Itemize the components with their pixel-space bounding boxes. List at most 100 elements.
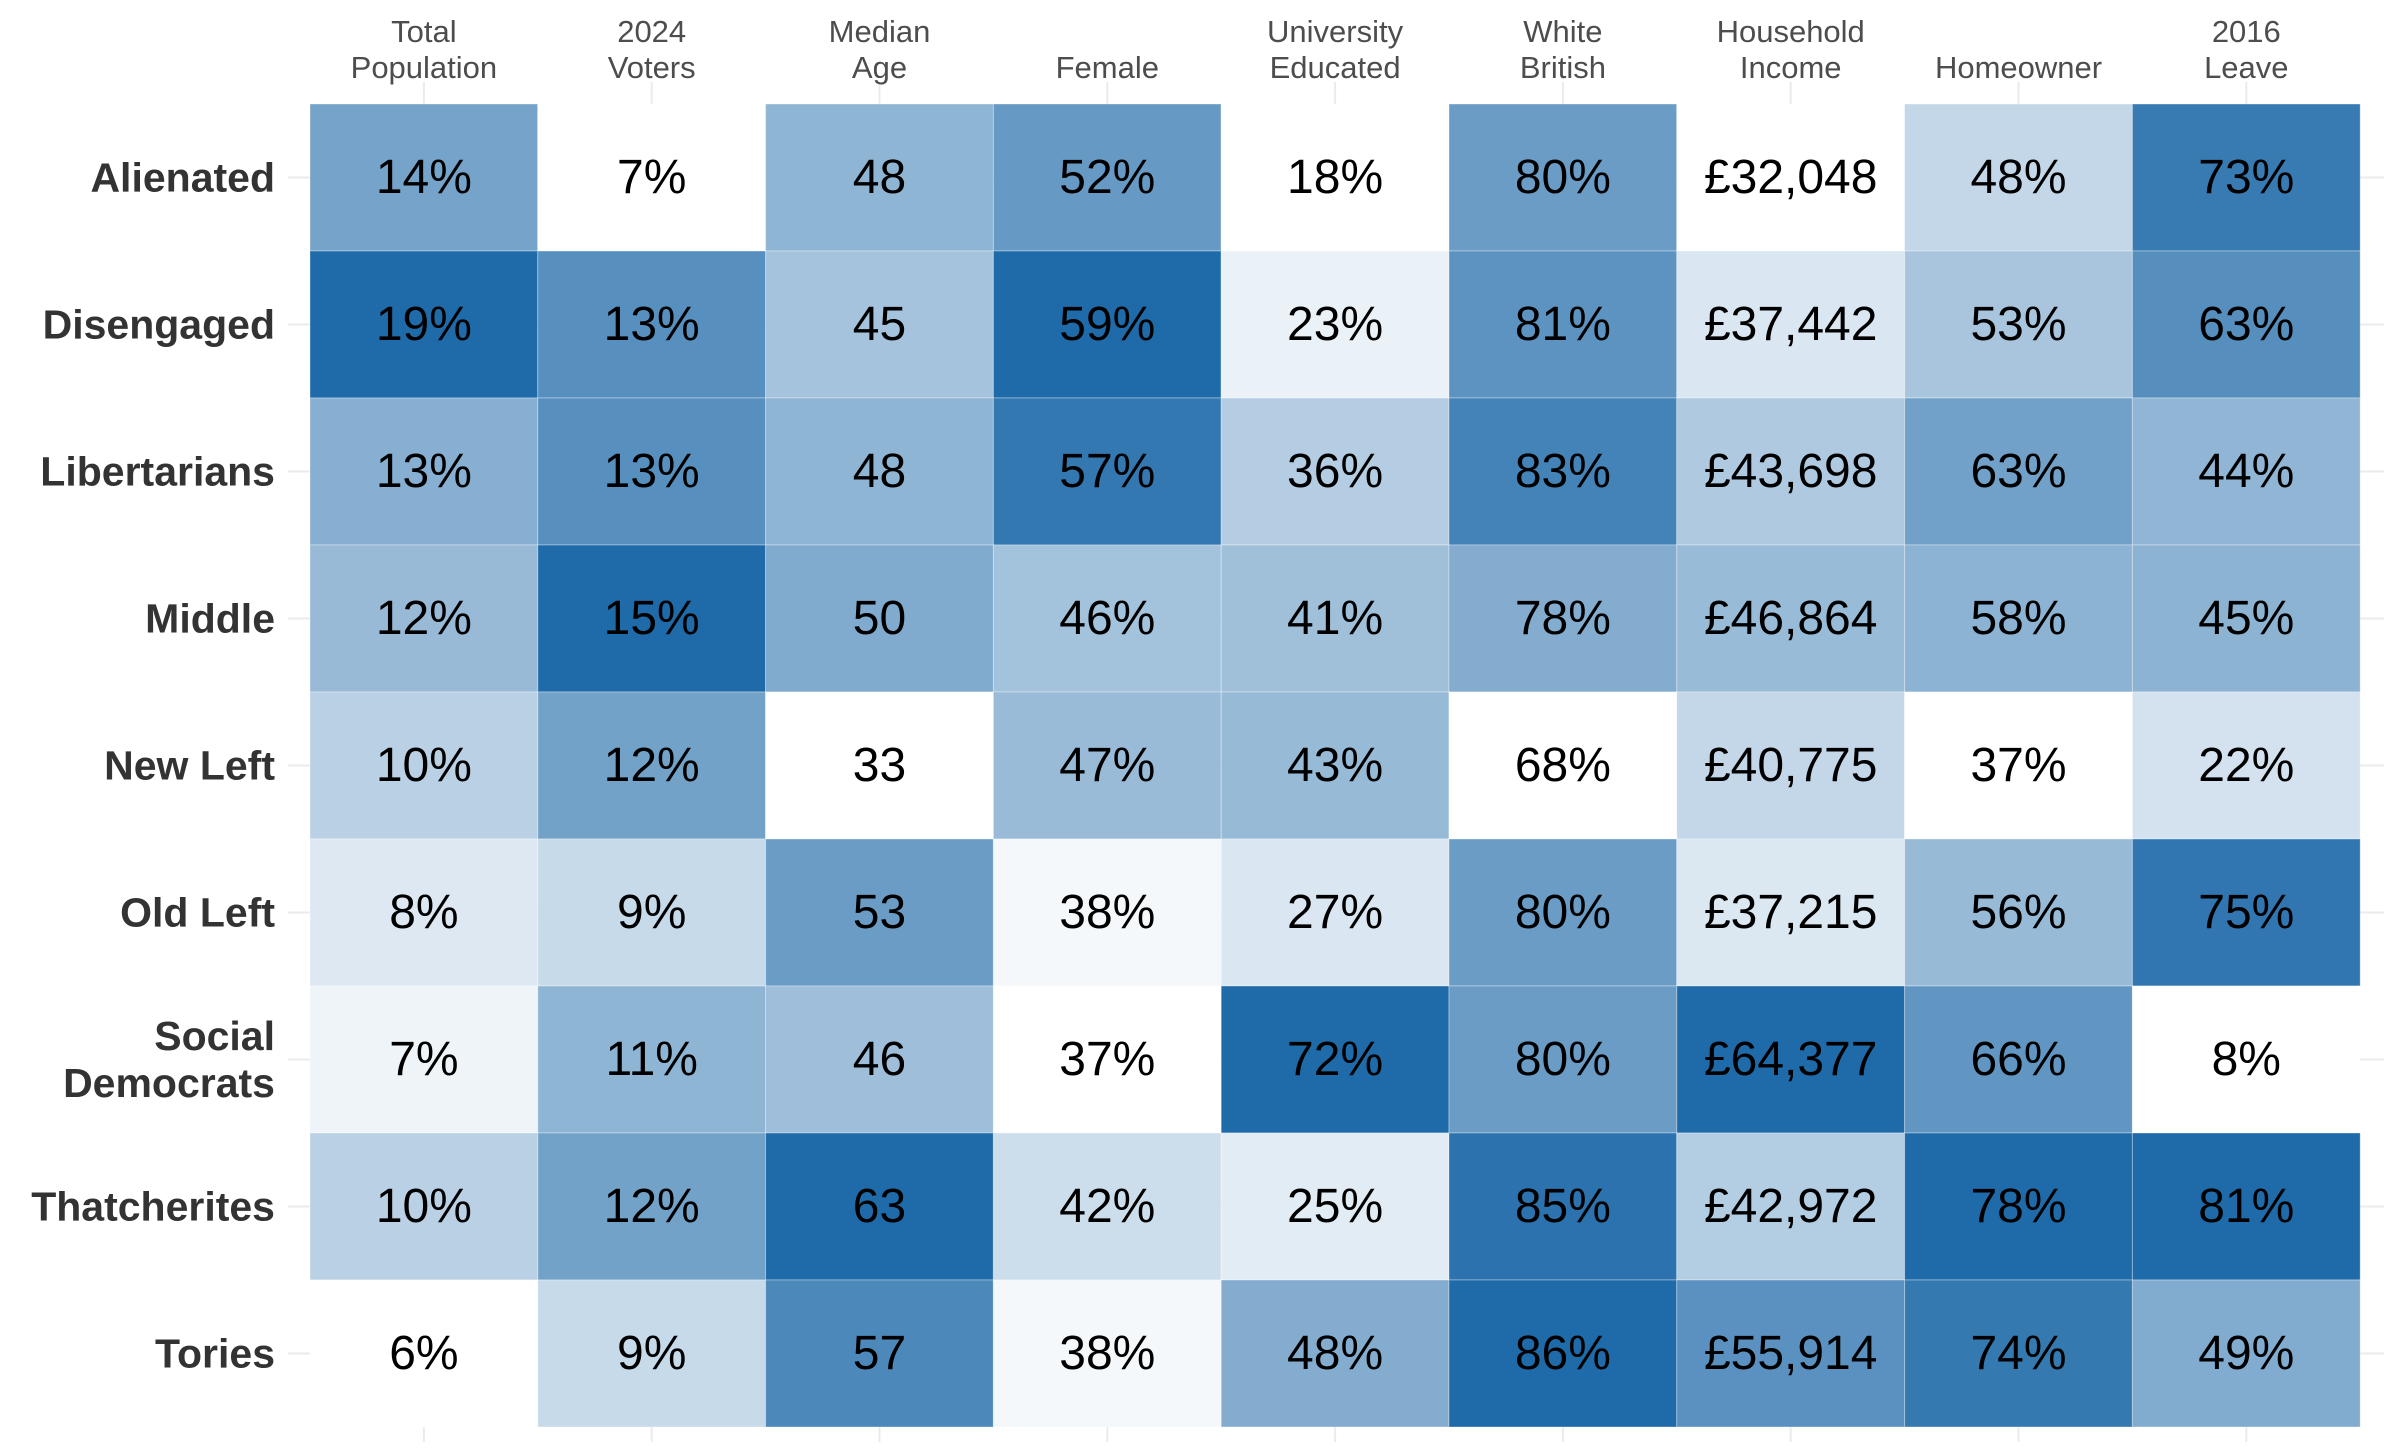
cell-value-label: £40,775 (1704, 739, 1878, 792)
cell-value-label: 19% (376, 298, 472, 351)
cell-value-label: 83% (1515, 445, 1611, 498)
cell-value-label: 10% (376, 739, 472, 792)
row-label: Thatcherites (31, 1184, 275, 1230)
heatmap-cell (1904, 250, 2133, 399)
heatmap-cell (1904, 691, 2133, 840)
cell-value-label: £55,914 (1704, 1327, 1878, 1380)
column-label-line: Leave (2204, 50, 2288, 85)
cell-value-label: 86% (1515, 1327, 1611, 1380)
heatmap-cell (1676, 691, 1906, 840)
heatmap-cell (537, 691, 767, 840)
cell-value-label: 10% (376, 1180, 472, 1233)
heatmap-cell (765, 1132, 994, 1281)
column-labels: Total Population 2024 Voters Median Age Female… (351, 14, 2289, 85)
heatmap-cell (1220, 397, 1450, 546)
cell-value-label: 56% (1970, 886, 2066, 939)
cell-value-label: 58% (1970, 592, 2066, 645)
heatmap-cell (765, 1279, 994, 1428)
cell-value-label: £43,698 (1704, 445, 1878, 498)
heatmap-cell (537, 397, 767, 546)
heatmap-cell (1448, 544, 1678, 693)
heatmap-cell (1448, 691, 1678, 840)
heatmap-cell (2131, 1279, 2361, 1428)
cell-value-label: 81% (2198, 1180, 2294, 1233)
heatmap-cell (1448, 397, 1678, 546)
heatmap-cell (537, 1279, 767, 1428)
row-label-line: New Left (104, 743, 275, 789)
cell-value-label: 36% (1287, 445, 1383, 498)
cell-value-label: 27% (1287, 886, 1383, 939)
row-label: Middle (145, 596, 275, 642)
heatmap-cell (1904, 838, 2133, 987)
cell-value-label: 52% (1059, 151, 1155, 204)
heatmap-cell (765, 103, 994, 252)
heatmap-cell (765, 691, 994, 840)
row-label-line: Thatcherites (31, 1184, 275, 1230)
heatmap-cell (992, 1279, 1222, 1428)
column-label-line: Voters (608, 50, 696, 85)
column-label: White British (1520, 14, 1606, 85)
heatmap-cell (992, 544, 1222, 693)
row-label: Tories (155, 1331, 275, 1377)
heatmap-cell (1220, 1279, 1450, 1428)
cell-value-label: 18% (1287, 151, 1383, 204)
heatmap-cell (992, 838, 1222, 987)
cell-value-label: 57 (853, 1327, 906, 1380)
cell-value-label: 53 (853, 886, 906, 939)
cell-value-label: 73% (2198, 151, 2294, 204)
heatmap-cell (1676, 250, 1906, 399)
row-label: Old Left (120, 890, 275, 936)
heatmap-cell (2131, 1132, 2361, 1281)
heatmap-cell (2131, 103, 2361, 252)
heatmap-cell (537, 250, 767, 399)
cell-value-label: 48% (1287, 1327, 1383, 1380)
cell-value-label: £37,215 (1704, 886, 1878, 939)
cell-value-label: 37% (1059, 1033, 1155, 1086)
cell-value-label: £37,442 (1704, 298, 1878, 351)
cell-value-label: 63% (1970, 445, 2066, 498)
column-label-line: Household (1717, 14, 1865, 49)
heatmap-cell (1448, 103, 1678, 252)
cell-value-label: 38% (1059, 1327, 1155, 1380)
cell-value-label: 7% (389, 1033, 458, 1086)
heatmap-cell (992, 250, 1222, 399)
heatmap-cell (765, 397, 994, 546)
cell-value-label: 43% (1287, 739, 1383, 792)
column-label-line: Age (852, 50, 907, 85)
cell-value-label: 80% (1515, 151, 1611, 204)
heatmap-cell (1904, 1132, 2133, 1281)
column-label-line: 2016 (2212, 14, 2281, 49)
column-label-line: Population (351, 50, 498, 85)
heatmap-cell (1448, 1132, 1678, 1281)
column-label: Female (1056, 50, 1159, 85)
cell-value-label: 23% (1287, 298, 1383, 351)
cell-value-label: 57% (1059, 445, 1155, 498)
heatmap-cell (2131, 397, 2361, 546)
cell-value-label: 47% (1059, 739, 1155, 792)
heatmap-cell (1448, 985, 1678, 1134)
row-label-line: Middle (145, 596, 275, 642)
heatmap-cell (309, 250, 539, 399)
heatmap-cell (1220, 691, 1450, 840)
cell-value-label: £32,048 (1704, 151, 1878, 204)
heatmap-cell (1676, 985, 1906, 1134)
cell-value-label: 44% (2198, 445, 2294, 498)
cell-value-label: 78% (1970, 1180, 2066, 1233)
cell-value-label: 8% (2212, 1033, 2281, 1086)
column-label-line: Total (391, 14, 456, 49)
column-label: 2024 Voters (608, 14, 696, 85)
cell-value-label: 45% (2198, 592, 2294, 645)
heatmap-cell (1676, 103, 1906, 252)
cell-value-label: 81% (1515, 298, 1611, 351)
heatmap-cell (1676, 544, 1906, 693)
cell-value-label: 46% (1059, 592, 1155, 645)
cell-value-label: 72% (1287, 1033, 1383, 1086)
cell-value-label: 48 (853, 445, 906, 498)
cell-value-label: 25% (1287, 1180, 1383, 1233)
heatmap-cell (1220, 838, 1450, 987)
cell-value-label: 8% (389, 886, 458, 939)
row-label: Social Democrats (63, 1013, 275, 1106)
cell-value-label: 9% (617, 886, 686, 939)
column-label: Household Income (1717, 14, 1865, 85)
column-label: 2016 Leave (2204, 14, 2288, 85)
